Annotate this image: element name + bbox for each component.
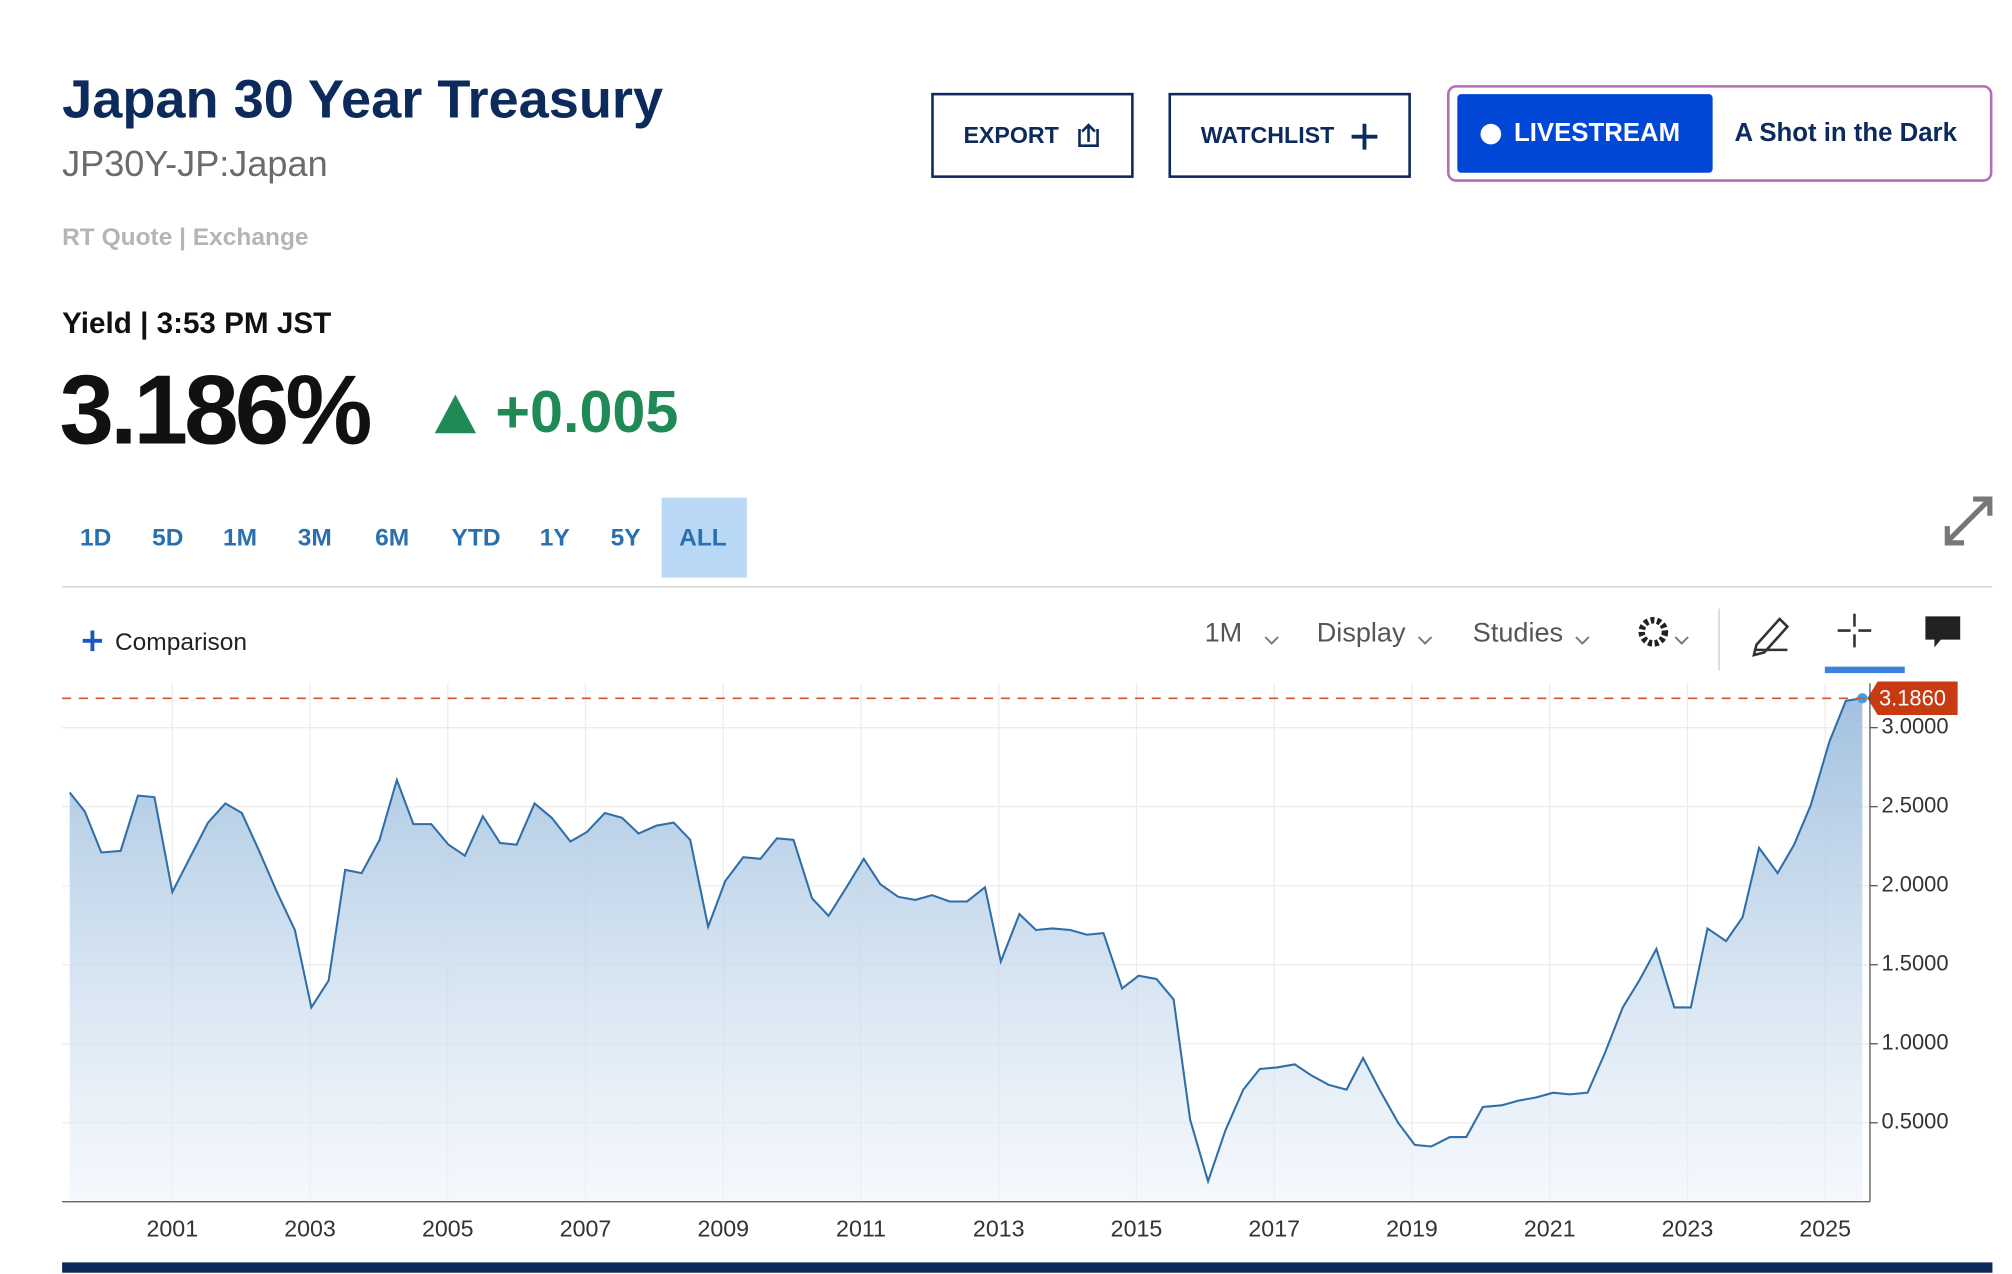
y-tick-label: 2.5000 xyxy=(1882,792,1949,817)
x-tick-label: 2001 xyxy=(146,1215,198,1241)
x-tick-label: 2021 xyxy=(1524,1215,1576,1241)
interval[interactable]: 1M xyxy=(1205,617,1243,648)
range-tab[interactable]: 1Y xyxy=(540,524,570,551)
area xyxy=(69,698,1863,1202)
range-tab[interactable]: 3M xyxy=(298,524,332,551)
crosshair-icon[interactable] xyxy=(1837,613,1872,648)
show-link[interactable]: A Shot in the Dark xyxy=(1735,119,1958,147)
livestream-label: LIVESTREAM xyxy=(1514,119,1680,147)
x-tick-label: 2011 xyxy=(836,1215,886,1241)
change: +0.005 xyxy=(495,378,678,445)
studies[interactable]: Studies xyxy=(1473,617,1563,648)
range-tab[interactable]: ALL xyxy=(679,524,727,551)
y-tick-label: 1.5000 xyxy=(1882,951,1949,976)
bottom-bar xyxy=(62,1262,1993,1273)
quote-source: RT Quote | Exchange xyxy=(62,224,308,251)
export-button[interactable] xyxy=(931,92,1134,178)
range-tab[interactable]: 6M xyxy=(375,524,409,551)
x-tick-label: 2025 xyxy=(1799,1215,1851,1241)
range-tab[interactable]: 5Y xyxy=(611,524,641,551)
x-tick-label: 2019 xyxy=(1386,1215,1438,1241)
comparison-plus xyxy=(82,630,103,652)
range-tab[interactable]: 1M xyxy=(223,524,257,551)
settings-icon[interactable] xyxy=(1638,617,1669,647)
livestream-button[interactable] xyxy=(1457,94,1713,173)
x-tick-label: 2005 xyxy=(422,1215,474,1241)
crosshair-active xyxy=(1824,666,1905,674)
x-tick-label: 2017 xyxy=(1248,1215,1300,1241)
comparison[interactable]: Comparison xyxy=(115,629,247,656)
watchlist-label: WATCHLIST xyxy=(1201,122,1335,148)
expand-icon[interactable] xyxy=(1944,496,1993,546)
line xyxy=(68,697,1863,1185)
comment-icon[interactable] xyxy=(1925,616,1961,648)
live-dot xyxy=(1480,123,1502,145)
range-tab[interactable]: 1D xyxy=(80,524,111,551)
price: 3.186% xyxy=(60,355,371,465)
active-tab xyxy=(661,497,747,578)
up-arrow xyxy=(434,394,477,434)
chevrons xyxy=(1264,636,1689,645)
last-value-tag xyxy=(1867,681,1958,716)
x-tick-label: 2015 xyxy=(1111,1215,1163,1241)
x-tick-label: 2013 xyxy=(973,1215,1025,1241)
symbol: JP30Y-JP:Japan xyxy=(62,143,328,184)
y-tick-label: 2.0000 xyxy=(1882,872,1949,897)
x-tick-label: 2009 xyxy=(697,1215,749,1241)
x-tick-label: 2007 xyxy=(560,1215,612,1241)
y-tick-label: 0.5000 xyxy=(1882,1109,1949,1134)
export-label: EXPORT xyxy=(963,122,1058,148)
yield-time: Yield | 3:53 PM JST xyxy=(62,307,331,340)
last-value-label: 3.1860 xyxy=(1879,685,1946,710)
y-tick-label: 1.0000 xyxy=(1882,1030,1949,1055)
range-tab[interactable]: YTD xyxy=(452,524,501,551)
x-tick-label: 2023 xyxy=(1662,1215,1714,1241)
x-tick-label: 2003 xyxy=(284,1215,336,1241)
display[interactable]: Display xyxy=(1317,617,1406,648)
y-tick-label: 3.0000 xyxy=(1882,713,1949,738)
export-icon xyxy=(1078,123,1099,147)
draw-icon[interactable] xyxy=(1752,617,1790,657)
range-tab[interactable]: 5D xyxy=(152,524,183,551)
plus-icon xyxy=(1351,123,1378,150)
title: Japan 30 Year Treasury xyxy=(62,69,663,129)
